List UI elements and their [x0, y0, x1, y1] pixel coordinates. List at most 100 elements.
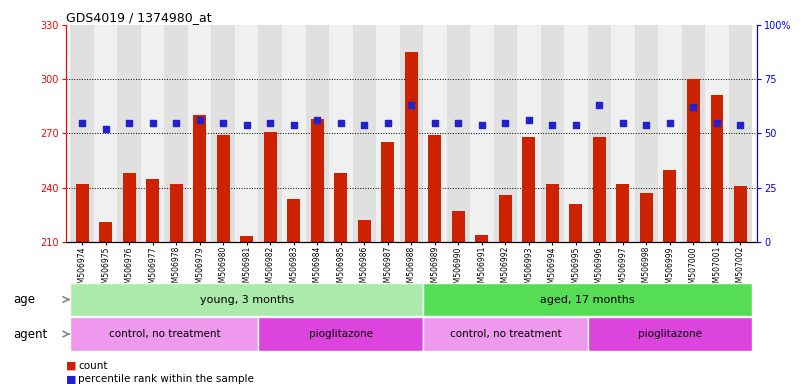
Bar [687, 79, 700, 242]
Text: percentile rank within the sample: percentile rank within the sample [78, 374, 255, 384]
Bar [588, 25, 611, 242]
Bar [311, 119, 324, 242]
Bar [634, 25, 658, 242]
Bar [541, 25, 564, 242]
Point [452, 119, 465, 126]
Bar [358, 220, 371, 242]
Bar [211, 25, 235, 242]
Text: control, no treatment: control, no treatment [449, 329, 562, 339]
Bar [99, 222, 112, 242]
Bar [193, 115, 206, 242]
Point [617, 119, 630, 126]
Text: pioglitazone: pioglitazone [638, 329, 702, 339]
Bar [570, 204, 582, 242]
Point [193, 118, 206, 124]
Point [405, 102, 418, 108]
Bar [564, 25, 588, 242]
Bar [188, 25, 211, 242]
Bar [235, 25, 259, 242]
Point [240, 122, 253, 128]
Bar [288, 199, 300, 242]
Bar [147, 179, 159, 242]
Point [687, 104, 700, 111]
Text: count: count [78, 361, 108, 371]
Point [334, 119, 347, 126]
Bar [164, 25, 188, 242]
Text: aged, 17 months: aged, 17 months [541, 295, 635, 305]
Bar [423, 283, 752, 316]
Text: pioglitazone: pioglitazone [308, 329, 372, 339]
Bar [682, 25, 705, 242]
Bar [217, 135, 230, 242]
Bar [499, 195, 512, 242]
Point [663, 119, 676, 126]
Bar [334, 173, 348, 242]
Bar [710, 96, 723, 242]
Bar [118, 25, 141, 242]
Bar [381, 142, 394, 242]
Text: control, no treatment: control, no treatment [109, 329, 220, 339]
Text: age: age [14, 293, 35, 306]
Point [381, 119, 394, 126]
Bar [423, 318, 588, 351]
Point [546, 122, 559, 128]
Bar [400, 25, 423, 242]
Point [123, 119, 135, 126]
Bar [282, 25, 305, 242]
Text: agent: agent [14, 328, 48, 341]
Bar [75, 184, 89, 242]
Bar [640, 193, 653, 242]
Text: ■: ■ [66, 361, 76, 371]
Point [311, 118, 324, 124]
Bar [70, 318, 259, 351]
Point [76, 119, 89, 126]
Bar [429, 135, 441, 242]
Point [147, 119, 159, 126]
Bar [352, 25, 376, 242]
Bar [405, 52, 418, 242]
Bar [593, 137, 606, 242]
Bar [329, 25, 352, 242]
Point [99, 126, 112, 132]
Bar [546, 184, 559, 242]
Point [734, 122, 747, 128]
Point [640, 122, 653, 128]
Point [476, 122, 489, 128]
Bar [734, 186, 747, 242]
Point [710, 119, 723, 126]
Point [288, 122, 300, 128]
Point [593, 102, 606, 108]
Bar [305, 25, 329, 242]
Point [499, 119, 512, 126]
Bar [70, 25, 94, 242]
Point [522, 118, 535, 124]
Bar [611, 25, 634, 242]
Bar [475, 235, 489, 242]
Bar [493, 25, 517, 242]
Bar [452, 211, 465, 242]
Bar [517, 25, 541, 242]
Point [170, 119, 183, 126]
Bar [94, 25, 118, 242]
Bar [658, 25, 682, 242]
Text: young, 3 months: young, 3 months [199, 295, 294, 305]
Bar [423, 25, 447, 242]
Text: GDS4019 / 1374980_at: GDS4019 / 1374980_at [66, 11, 211, 24]
Bar [588, 318, 752, 351]
Point [429, 119, 441, 126]
Bar [729, 25, 752, 242]
Bar [141, 25, 164, 242]
Text: ■: ■ [66, 374, 76, 384]
Bar [376, 25, 400, 242]
Bar [522, 137, 535, 242]
Bar [123, 173, 135, 242]
Bar [240, 237, 253, 242]
Bar [170, 184, 183, 242]
Bar [259, 318, 423, 351]
Bar [70, 283, 423, 316]
Bar [259, 25, 282, 242]
Point [358, 122, 371, 128]
Bar [447, 25, 470, 242]
Point [264, 119, 276, 126]
Point [570, 122, 582, 128]
